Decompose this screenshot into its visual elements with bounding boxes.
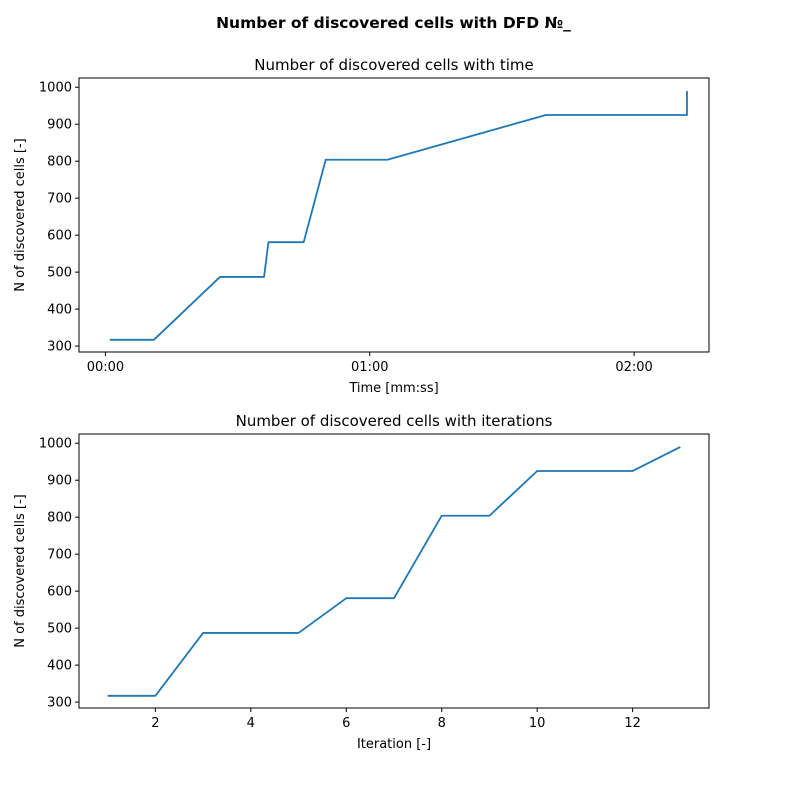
time-series-line xyxy=(109,90,688,341)
iteration-x-tick-label: 6 xyxy=(342,716,350,731)
time-y-tick-label: 900 xyxy=(47,118,72,133)
iteration-y-tick-label: 500 xyxy=(47,622,72,637)
iteration-y-tick-label: 700 xyxy=(47,548,72,563)
time-y-tick-label: 1000 xyxy=(39,81,72,96)
time-x-tick-label: 01:00 xyxy=(351,360,388,375)
iteration-chart-title: Number of discovered cells with iteratio… xyxy=(236,412,553,430)
time-chart: Number of discovered cells with time 00:0… xyxy=(13,56,710,396)
time-axes-frame xyxy=(78,77,710,353)
iteration-x-tick-label: 8 xyxy=(438,716,446,731)
iteration-x-tick-label: 12 xyxy=(624,716,641,731)
time-y-tick-label: 600 xyxy=(47,229,72,244)
iteration-x-axis-label: Iteration [-] xyxy=(357,737,431,752)
iteration-y-tick-label: 400 xyxy=(47,659,72,674)
iteration-y-tick-label: 900 xyxy=(47,474,72,489)
iteration-x-tick-label: 10 xyxy=(529,716,546,731)
iteration-x-tick-label: 2 xyxy=(151,716,159,731)
iteration-y-tick-label: 300 xyxy=(47,696,72,711)
iteration-y-axis-label: N of discovered cells [-] xyxy=(13,494,28,648)
figure-suptitle: Number of discovered cells with DFD №_ xyxy=(216,14,571,32)
iteration-chart: Number of discovered cells with iteratio… xyxy=(13,412,710,752)
time-x-axis-label: Time [mm:ss] xyxy=(348,381,438,396)
time-x-tick-label: 02:00 xyxy=(615,360,652,375)
time-y-axis-label: N of discovered cells [-] xyxy=(13,138,28,292)
time-chart-title: Number of discovered cells with time xyxy=(254,56,534,74)
iteration-y-tick-label: 800 xyxy=(47,511,72,526)
time-y-tick-label: 500 xyxy=(47,266,72,281)
iteration-x-tick-label: 4 xyxy=(247,716,255,731)
time-y-tick-label: 400 xyxy=(47,303,72,318)
time-y-tick-label: 300 xyxy=(47,340,72,355)
iteration-axes-frame xyxy=(78,433,710,709)
iteration-y-tick-label: 1000 xyxy=(39,437,72,452)
time-y-tick-label: 700 xyxy=(47,192,72,207)
iteration-series-line xyxy=(107,446,681,697)
iteration-y-tick-label: 600 xyxy=(47,585,72,600)
time-x-tick-label: 00:00 xyxy=(87,360,124,375)
time-y-tick-label: 800 xyxy=(47,155,72,170)
